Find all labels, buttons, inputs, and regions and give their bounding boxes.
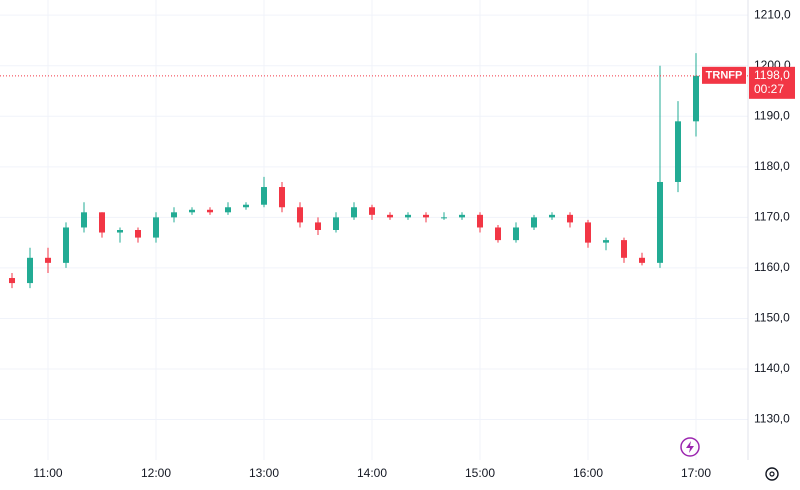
- candle-body: [693, 75, 699, 122]
- y-tick-label: 1140,0: [754, 361, 790, 375]
- candle-body: [405, 214, 411, 218]
- candle-body: [639, 257, 645, 263]
- candle-body: [387, 214, 393, 218]
- candle-body: [657, 181, 663, 263]
- candle-body: [225, 207, 231, 213]
- candle-body: [135, 230, 141, 238]
- candle-body: [99, 212, 105, 233]
- y-tick-label: 1130,0: [754, 412, 790, 426]
- last-price-label: 1198,0: [754, 68, 790, 82]
- y-tick-label: 1170,0: [754, 210, 790, 224]
- candle-body: [333, 217, 339, 230]
- y-tick-label: 1160,0: [754, 260, 790, 274]
- candle-body: [9, 278, 15, 284]
- candle-body: [567, 214, 573, 223]
- candle-body: [243, 204, 249, 208]
- candle-body: [531, 217, 537, 228]
- candle-body: [585, 222, 591, 243]
- lightning-icon[interactable]: [680, 437, 700, 457]
- candle-body: [351, 207, 357, 218]
- price-badge: [749, 66, 795, 99]
- y-tick-label: 1190,0: [754, 108, 790, 122]
- y-tick-label: 1180,0: [754, 159, 790, 173]
- candle-body: [513, 227, 519, 241]
- x-tick-label: 16:00: [573, 466, 603, 480]
- candle-body: [117, 230, 123, 233]
- candle-body: [423, 214, 429, 218]
- symbol-badge: [702, 66, 746, 84]
- candle-body: [45, 257, 51, 263]
- candle-body: [207, 209, 213, 213]
- x-tick-label: 12:00: [141, 466, 171, 480]
- candle-body: [81, 212, 87, 228]
- candle-body: [279, 187, 285, 208]
- candle-body: [477, 214, 483, 228]
- candle-body: [621, 240, 627, 258]
- candle-body: [441, 217, 447, 219]
- candle-body: [459, 214, 465, 218]
- x-tick-label: 13:00: [249, 466, 279, 480]
- candle-body: [495, 227, 501, 241]
- candle-body: [27, 257, 33, 284]
- candle-body: [189, 209, 195, 213]
- candle-body: [261, 187, 267, 205]
- candle-body: [297, 207, 303, 223]
- countdown-label: 00:27: [754, 82, 784, 96]
- candle-body: [549, 214, 555, 218]
- candle-body: [315, 222, 321, 230]
- x-tick-label: 15:00: [465, 466, 495, 480]
- y-tick-label: 1150,0: [754, 311, 790, 325]
- candle-body: [675, 121, 681, 182]
- candle-body: [171, 212, 177, 218]
- candle-body: [603, 240, 609, 243]
- x-tick-label: 14:00: [357, 466, 387, 480]
- x-tick-label: 17:00: [681, 466, 711, 480]
- settings-icon[interactable]: [765, 467, 779, 481]
- x-tick-label: 11:00: [33, 466, 62, 480]
- y-tick-label: 1210,0: [754, 7, 791, 21]
- candle-body: [369, 207, 375, 215]
- candle-body: [153, 217, 159, 238]
- candle-body: [63, 227, 69, 263]
- symbol-label: TRNFP: [706, 70, 743, 82]
